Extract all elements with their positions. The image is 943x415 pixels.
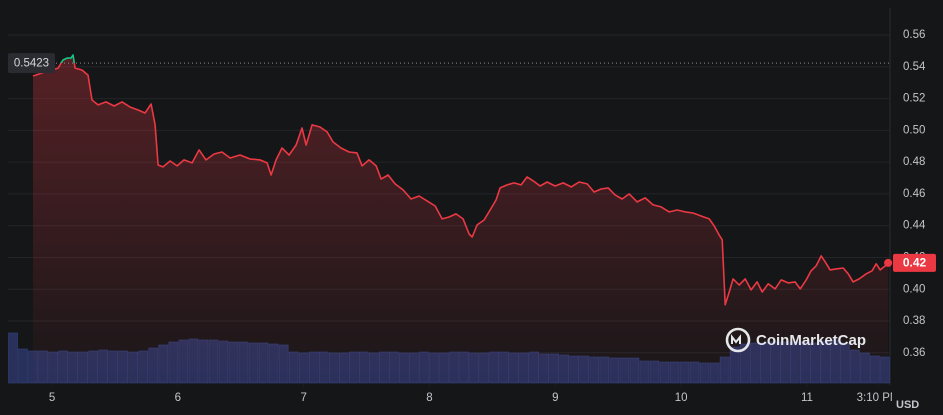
x-tick-label: 11 <box>801 392 813 404</box>
y-tick-label: 0.50 <box>903 124 925 136</box>
y-tick-label: 0.40 <box>903 283 925 295</box>
y-tick-label: 0.38 <box>903 315 925 327</box>
y-tick-label: 0.54 <box>903 61 926 73</box>
x-tick-label: 7 <box>300 392 306 404</box>
reference-label: 0.5423 <box>14 58 49 70</box>
watermark-logo <box>725 327 751 353</box>
watermark-logo-mark <box>731 334 741 344</box>
last-price-label: 0.42 <box>903 256 927 270</box>
x-tick-label: 8 <box>426 392 432 404</box>
y-tick-label: 0.56 <box>903 29 925 41</box>
x-tick-label: 10 <box>675 392 688 404</box>
last-price-box <box>893 253 936 272</box>
reference-label-box <box>8 53 55 74</box>
y-tick-label: 0.52 <box>903 93 925 105</box>
y-tick-label: 0.36 <box>903 347 925 359</box>
y-tick-label: 0.44 <box>903 220 926 232</box>
volume-bar <box>8 332 18 384</box>
x-tick-label: 5 <box>49 392 55 404</box>
y-tick-label: 0.46 <box>903 188 925 200</box>
watermark: CoinMarketCap <box>725 327 866 353</box>
y-tick-label: 0.48 <box>903 156 925 168</box>
x-tick-label: 3:10 PM <box>857 392 900 404</box>
price-area <box>33 55 889 383</box>
watermark-text: CoinMarketCap <box>756 332 866 349</box>
x-tick-labels: 5 6 7 8 9 10 11 3:10 PM <box>49 385 900 404</box>
price-line-down <box>32 63 889 306</box>
last-price-dot <box>884 258 893 267</box>
currency-label: USD <box>896 399 919 411</box>
x-tick-label: 9 <box>552 392 558 404</box>
x-tick-label: 6 <box>175 392 181 404</box>
volume-bar <box>18 348 28 384</box>
